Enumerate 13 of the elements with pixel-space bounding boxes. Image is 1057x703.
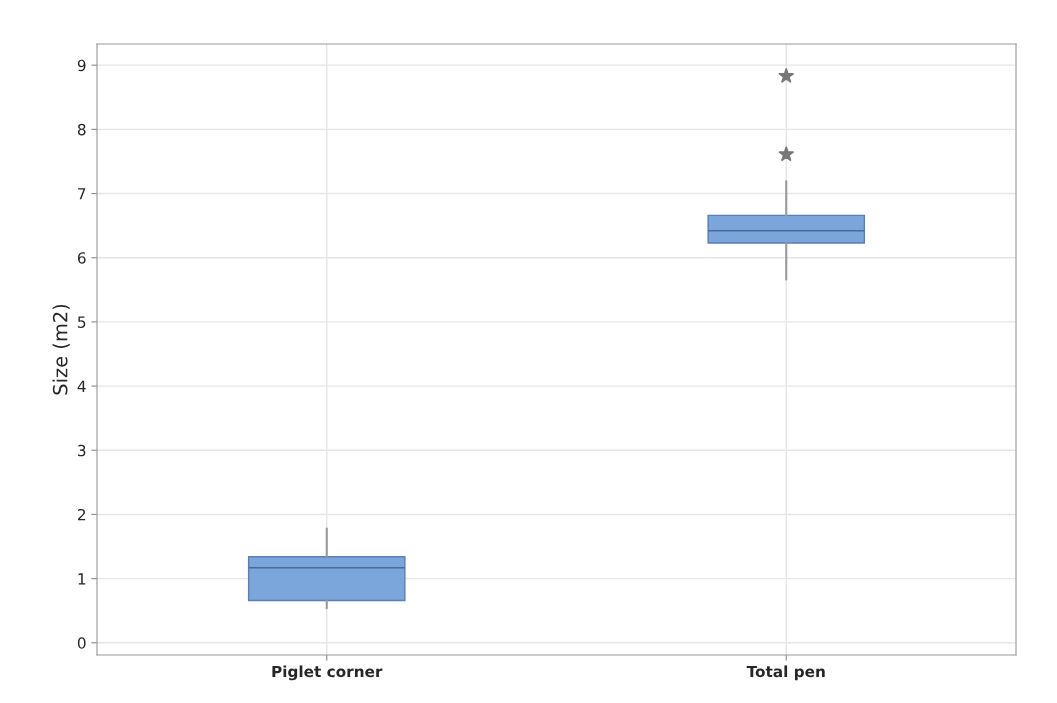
x-tick-label: Total pen <box>746 665 825 681</box>
y-axis-title: Size (m2) <box>52 304 70 395</box>
y-tick-label: 1 <box>78 573 86 585</box>
y-tick-label: 7 <box>78 188 86 200</box>
y-tick-label: 2 <box>77 508 86 521</box>
y-tick-label: 9 <box>77 59 86 72</box>
y-tick-label: 8 <box>77 123 86 136</box>
x-tick-label: Piglet corner <box>272 665 383 681</box>
y-tick-label: 6 <box>77 252 86 264</box>
y-tick-label: 4 <box>77 380 86 392</box>
y-tick-label: 0 <box>77 637 86 649</box>
y-tick-label: 5 <box>78 316 86 328</box>
y-tick-label: 3 <box>78 444 86 457</box>
